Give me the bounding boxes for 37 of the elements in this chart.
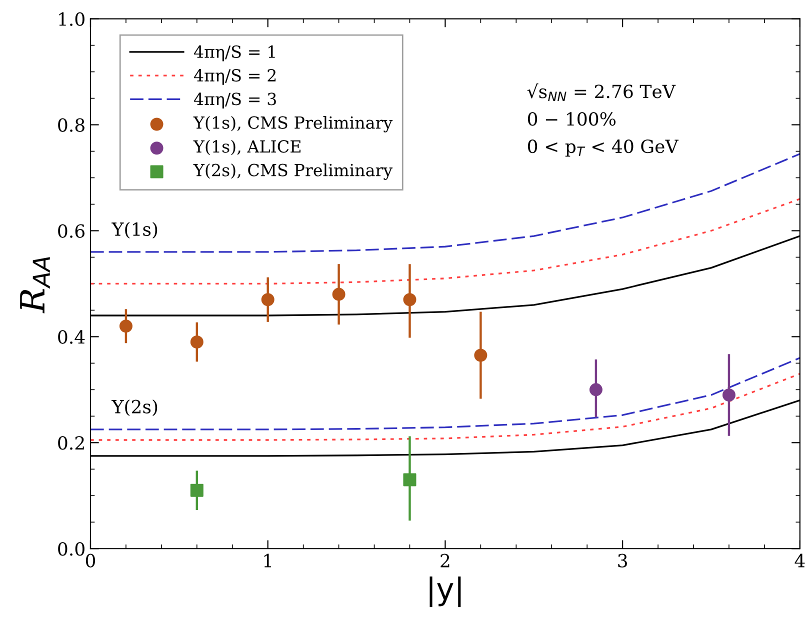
line-series [90,357,800,430]
point [119,320,132,333]
y-tick-label: 0.4 [58,330,85,344]
x-tick-label: 2 [440,554,450,568]
legend-label: Υ(1s), ALICE [193,140,300,156]
x-tick-label: 1 [264,554,272,568]
annotation: 0 − 100% [528,112,616,126]
x-axis-title: |y| [430,576,461,608]
x-tick-label: 0 [86,554,96,568]
y-axis-title: R$_{AA}$ [20,257,50,314]
annotation: √s$_{NN}$ = 2.76 TeV [527,83,676,101]
y-tick-label: 0.0 [58,542,84,556]
point [190,484,204,497]
line-series [90,372,800,441]
annotation: Υ(1s) [112,222,158,239]
legend-label: 4πη/S = 2 [194,69,276,85]
point [403,293,416,306]
legend-label: 4πη/S = 3 [194,92,276,108]
line-series [90,198,800,285]
point [332,288,346,301]
annotation: Υ(2s) [112,399,158,416]
y-tick-label: 0.2 [58,436,84,450]
y-tick-label: 1.0 [59,12,84,26]
x-tick-label: 3 [618,554,627,568]
point [722,388,736,402]
legend-label: 4πη/S = 1 [194,45,275,62]
y-tick-label: 0.6 [58,224,84,238]
point [190,335,204,348]
point [261,293,274,306]
legend-label: Υ(2s), CMS Preliminary [193,163,393,180]
annotation: 0 < p$_{T}$ < 40 GeV [528,139,679,157]
point [589,383,602,396]
legend-label: Υ(1s), CMS Preliminary [193,116,393,132]
y-tick-label: 0.8 [58,118,84,132]
point [403,473,416,486]
x-tick-label: 4 [794,554,805,568]
point [474,348,488,362]
